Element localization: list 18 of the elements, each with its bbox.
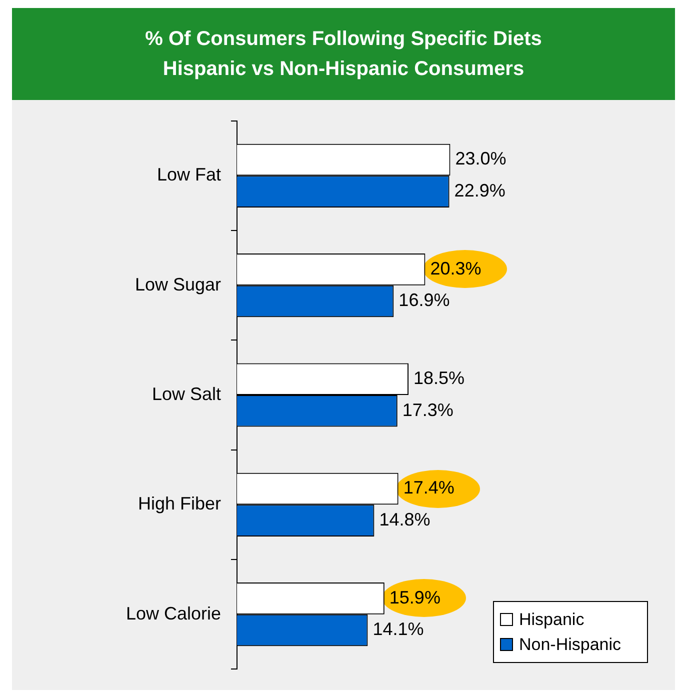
legend-label: Non-Hispanic (519, 634, 622, 654)
data-label: 14.8% (379, 510, 430, 530)
data-label: 15.9% (389, 587, 440, 608)
data-label: 16.9% (398, 290, 450, 310)
legend-label: Hispanic (519, 610, 584, 630)
y-tick-label: Low Sugar (134, 274, 221, 294)
data-label: 20.3% (430, 258, 482, 278)
data-label: 17.4% (403, 478, 454, 498)
data-label: 22.9% (454, 180, 506, 201)
y-tick-label: High Fiber (138, 494, 222, 514)
y-tick-label: Low Calorie (126, 603, 221, 624)
data-label: 14.1% (372, 619, 424, 640)
data-label: 23.0% (455, 148, 506, 169)
y-tick-label: Low Fat (156, 164, 221, 185)
data-label: 17.3% (402, 400, 454, 420)
y-tick-label: Low Salt (152, 384, 221, 404)
chart-title: % Of Consumers Following Specific Diets Hispanic vs Non-Hispanic Consumers (145, 27, 542, 82)
data-label: 18.5% (414, 368, 465, 388)
